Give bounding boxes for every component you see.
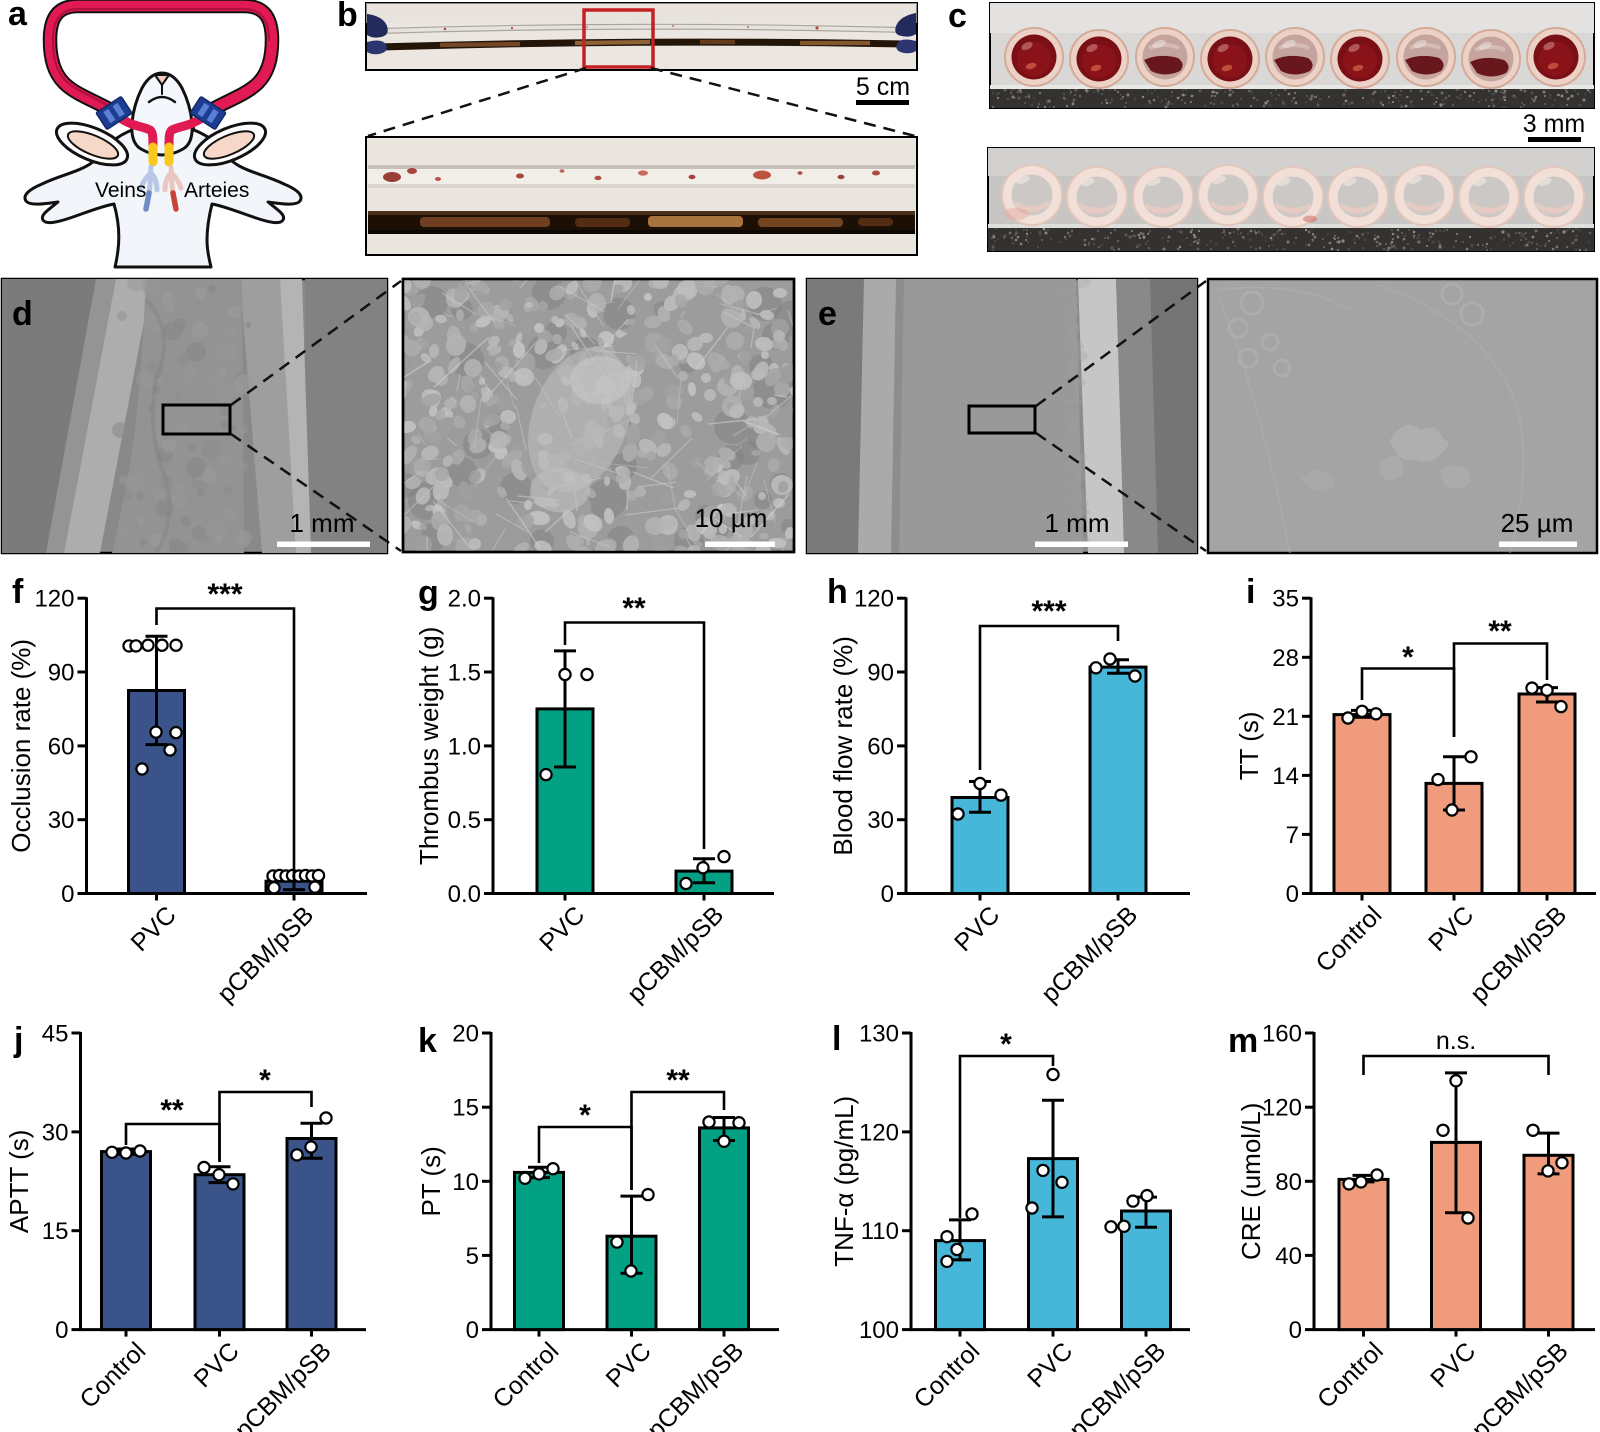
svg-text:m: m xyxy=(1228,1022,1258,1060)
svg-text:5 cm: 5 cm xyxy=(856,73,910,101)
svg-text:CRE (umol/L): CRE (umol/L) xyxy=(1236,1103,1266,1260)
svg-text:0.0: 0.0 xyxy=(448,881,481,908)
svg-text:k: k xyxy=(418,1022,437,1060)
svg-text:160: 160 xyxy=(1262,1021,1302,1048)
svg-text:*: * xyxy=(1402,641,1414,674)
svg-text:e: e xyxy=(818,295,837,333)
svg-text:0.5: 0.5 xyxy=(448,807,481,834)
svg-text:0: 0 xyxy=(1289,1317,1302,1344)
svg-text:30: 30 xyxy=(867,807,894,834)
svg-text:**: ** xyxy=(160,1094,184,1127)
svg-text:130: 130 xyxy=(859,1021,899,1048)
svg-text:Arteies: Arteies xyxy=(184,179,249,202)
svg-text:*: * xyxy=(1000,1028,1012,1061)
svg-text:b: b xyxy=(337,0,358,34)
svg-text:j: j xyxy=(13,1021,23,1059)
svg-text:10 µm: 10 µm xyxy=(695,503,768,533)
svg-text:***: *** xyxy=(1031,595,1066,628)
svg-text:30: 30 xyxy=(42,1119,69,1146)
svg-text:2.0: 2.0 xyxy=(448,586,481,613)
svg-text:*: * xyxy=(579,1099,591,1132)
svg-text:1.0: 1.0 xyxy=(448,733,481,760)
svg-text:1 mm: 1 mm xyxy=(1045,508,1110,538)
svg-text:g: g xyxy=(418,574,439,612)
svg-text:15: 15 xyxy=(42,1218,69,1245)
svg-text:21: 21 xyxy=(1272,704,1299,731)
svg-text:**: ** xyxy=(1488,615,1512,648)
svg-text:*: * xyxy=(259,1064,271,1097)
svg-text:15: 15 xyxy=(452,1095,479,1122)
svg-text:Veins: Veins xyxy=(95,179,146,202)
svg-text:25 µm: 25 µm xyxy=(1501,508,1574,538)
svg-text:90: 90 xyxy=(48,660,75,687)
svg-text:TT (s): TT (s) xyxy=(1234,711,1264,780)
svg-text:**: ** xyxy=(622,592,646,625)
svg-text:h: h xyxy=(827,573,848,611)
svg-text:APTT (s): APTT (s) xyxy=(4,1130,34,1234)
svg-text:f: f xyxy=(12,573,24,611)
svg-text:60: 60 xyxy=(48,733,75,760)
svg-text:c: c xyxy=(948,0,967,35)
svg-text:100: 100 xyxy=(859,1317,899,1344)
svg-text:28: 28 xyxy=(1272,645,1299,672)
svg-text:10: 10 xyxy=(452,1169,479,1196)
svg-text:0: 0 xyxy=(1286,881,1299,908)
svg-text:35: 35 xyxy=(1272,586,1299,613)
svg-text:3 mm: 3 mm xyxy=(1523,110,1586,138)
svg-text:14: 14 xyxy=(1272,763,1299,790)
svg-text:5: 5 xyxy=(466,1243,479,1270)
svg-text:20: 20 xyxy=(452,1021,479,1048)
svg-text:TNF-α (pg/mL): TNF-α (pg/mL) xyxy=(829,1096,859,1267)
svg-text:80: 80 xyxy=(1275,1169,1302,1196)
svg-text:30: 30 xyxy=(48,807,75,834)
svg-text:a: a xyxy=(8,0,28,33)
svg-text:120: 120 xyxy=(854,586,894,613)
svg-text:40: 40 xyxy=(1275,1243,1302,1270)
svg-text:n.s.: n.s. xyxy=(1436,1027,1476,1055)
svg-text:l: l xyxy=(832,1020,841,1058)
svg-text:Blood flow rate (%): Blood flow rate (%) xyxy=(828,636,858,856)
svg-text:i: i xyxy=(1246,573,1255,611)
svg-text:0: 0 xyxy=(61,881,74,908)
svg-text:Occlusion rate (%): Occlusion rate (%) xyxy=(6,639,36,853)
svg-text:Thrombus weight (g): Thrombus weight (g) xyxy=(414,627,444,865)
svg-text:90: 90 xyxy=(867,660,894,687)
svg-text:d: d xyxy=(12,295,33,333)
svg-text:0: 0 xyxy=(55,1317,68,1344)
svg-text:120: 120 xyxy=(859,1119,899,1146)
svg-text:45: 45 xyxy=(42,1021,69,1048)
svg-text:110: 110 xyxy=(861,1218,899,1245)
svg-text:PT (s): PT (s) xyxy=(416,1146,446,1216)
svg-text:0: 0 xyxy=(881,881,894,908)
svg-text:0: 0 xyxy=(466,1317,479,1344)
svg-text:**: ** xyxy=(666,1064,690,1097)
svg-text:60: 60 xyxy=(867,733,894,760)
svg-text:7: 7 xyxy=(1286,822,1299,849)
svg-text:1.5: 1.5 xyxy=(448,660,481,687)
svg-text:1 mm: 1 mm xyxy=(290,508,355,538)
svg-text:120: 120 xyxy=(34,586,74,613)
svg-text:120: 120 xyxy=(1262,1095,1302,1122)
svg-text:***: *** xyxy=(207,578,242,611)
